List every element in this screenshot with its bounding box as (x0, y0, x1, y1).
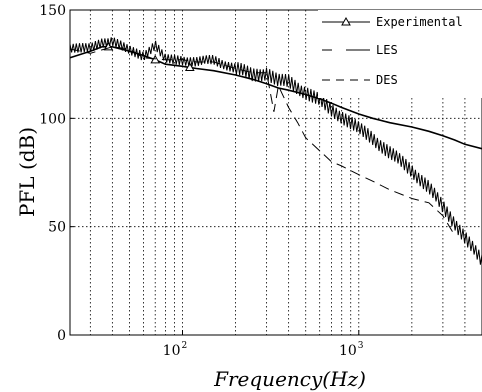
series-line-les (69, 37, 482, 265)
legend: Experimental LES DES (318, 10, 482, 98)
x-tick-label: 10 (163, 343, 181, 359)
legend-label-des: DES (376, 73, 398, 87)
y-tick-label: 50 (48, 220, 66, 236)
y-axis-title: PFL (dB) (15, 127, 39, 217)
legend-marker-experimental (341, 16, 351, 26)
y-tick-label: 150 (39, 3, 66, 19)
x-tick-labels: 10 2 10 3 (163, 330, 364, 359)
series-marker-experimental (150, 54, 161, 64)
legend-label-les: LES (376, 43, 398, 57)
series-marker-experimental (184, 62, 195, 71)
x-axis-title: Frequency(Hz) (213, 367, 366, 391)
series-line-des (69, 46, 456, 236)
y-tick-label: 100 (39, 111, 66, 127)
grid-lines (70, 10, 482, 335)
x-tick-label: 10 (339, 343, 357, 359)
legend-label-experimental: Experimental (376, 15, 463, 29)
series-layer (69, 37, 482, 265)
x-tick-exponent: 2 (182, 341, 188, 351)
y-tick-label: 0 (57, 328, 66, 344)
x-tick-exponent: 3 (358, 341, 364, 351)
y-tick-labels: 0 50 100 150 (39, 3, 74, 344)
